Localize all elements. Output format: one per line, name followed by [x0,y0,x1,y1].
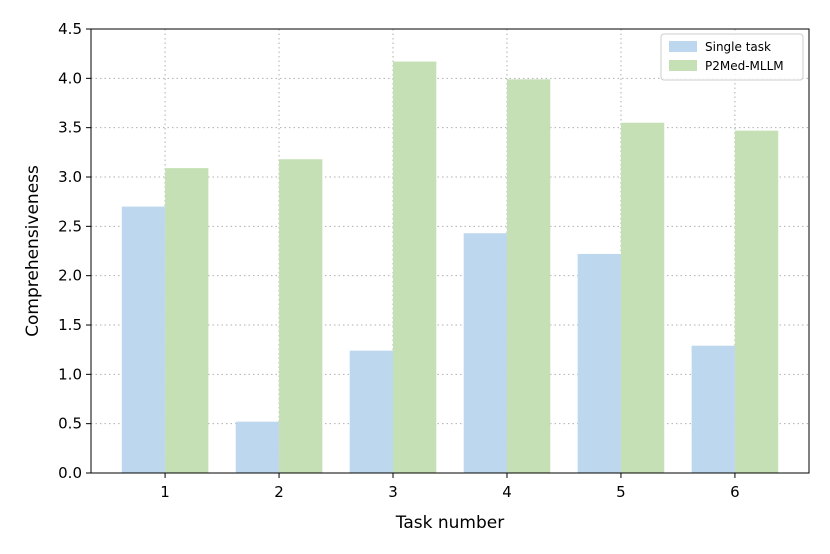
bar-single-task [235,421,280,473]
bar-p2med-mllm [620,122,665,473]
x-tick-label: 1 [160,483,170,501]
y-tick-label: 2.5 [58,217,82,235]
legend-swatch [669,60,697,71]
x-axis-label: Task number [395,513,504,533]
bar-p2med-mllm [279,159,323,474]
legend-swatch [669,41,697,52]
bar-single-task [691,345,735,473]
legend-entry: P2Med-MLLM [705,59,784,73]
y-tick-label: 4.0 [58,69,82,87]
legend-entry: Single task [705,40,771,54]
y-tick-label: 0.0 [58,464,82,482]
y-tick-label: 3.0 [58,168,82,186]
bar-single-task [349,350,394,473]
bar-p2med-mllm [734,130,779,474]
y-axis-label: Comprehensiveness [23,165,43,337]
y-tick-label: 1.5 [58,316,82,334]
x-tick-label: 3 [388,483,398,501]
y-tick-label: 4.5 [58,20,82,38]
bar-single-task [121,206,166,473]
x-tick-label: 4 [502,483,512,501]
bar-single-task [577,253,621,473]
bars [121,61,779,474]
y-tick-label: 1.0 [58,365,82,383]
y-tick-label: 0.5 [58,415,82,433]
bar-p2med-mllm [506,79,551,473]
y-tick-label: 3.5 [58,119,82,137]
x-tick-label: 6 [730,483,740,501]
legend: Single task P2Med-MLLM [660,33,804,81]
bar-single-task [463,233,507,473]
x-tick-label: 5 [616,483,626,501]
y-tick-label: 2.0 [58,267,82,285]
bar-p2med-mllm [165,168,209,473]
x-tick-label: 2 [274,483,284,501]
ticks: 0.0 0.5 1.0 1.5 2.0 2.5 3.0 3.5 4.0 4.5 1 2 3 4 5 6 [58,20,740,501]
plot-frame [90,28,810,474]
bar-p2med-mllm [393,61,437,474]
